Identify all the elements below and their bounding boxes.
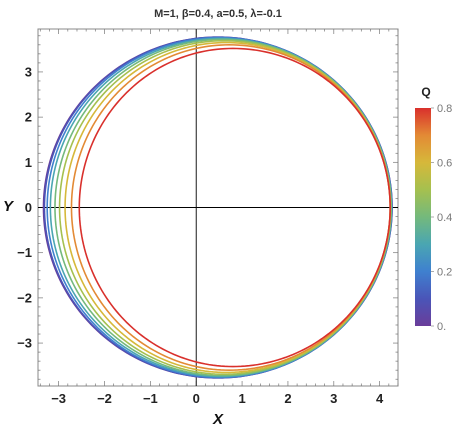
x-tick-label: 2 (284, 391, 291, 406)
x-axis-label: X (212, 411, 224, 428)
y-tick-label: −2 (17, 290, 32, 305)
curve-group (42, 36, 393, 379)
x-tick-labels: −3 −2 −1 0 1 2 3 4 (51, 391, 384, 406)
y-tick-label: 1 (25, 155, 32, 170)
x-tick-label: 0 (193, 391, 200, 406)
x-tick-label: 4 (376, 391, 384, 406)
y-tick-label: 0 (25, 200, 32, 215)
colorbar-gradient (415, 108, 431, 326)
y-tick-labels: −3 −2 −1 0 1 2 3 (17, 64, 32, 350)
y-tick-label: −3 (17, 336, 32, 351)
colorbar-tick-label: 0. (437, 321, 446, 333)
y-tick-label: −1 (17, 245, 32, 260)
colorbar-title: Q (421, 85, 430, 99)
y-tick-label: 3 (25, 64, 32, 79)
chart-title: M=1, β=0.4, a=0.5, λ=-0.1 (154, 8, 282, 20)
colorbar-tick-label: 0.2 (437, 267, 452, 279)
x-tick-label: −1 (143, 391, 158, 406)
x-tick-label: −2 (97, 391, 112, 406)
colorbar-tick-label: 0.4 (437, 212, 452, 224)
colorbar-tick-label: 0.8 (437, 103, 452, 115)
colorbar-ticks: 0.8 0.6 0.4 0.2 0. (431, 103, 452, 333)
shadow-curve-q-0-5 (58, 39, 392, 376)
colorbar-tick-label: 0.6 (437, 158, 452, 170)
colorbar: Q 0.8 0.6 0.4 0.2 0. (415, 85, 452, 333)
shadow-curve-q-0-7 (70, 44, 392, 371)
y-axis-label: Y (3, 198, 15, 215)
y-tick-label: 2 (25, 110, 32, 125)
x-tick-label: −3 (51, 391, 66, 406)
x-tick-label: 3 (330, 391, 337, 406)
shadow-curve-q-0-6 (64, 41, 392, 374)
shadow-curve-q-0-8 (78, 47, 392, 368)
x-tick-label: 1 (238, 391, 245, 406)
